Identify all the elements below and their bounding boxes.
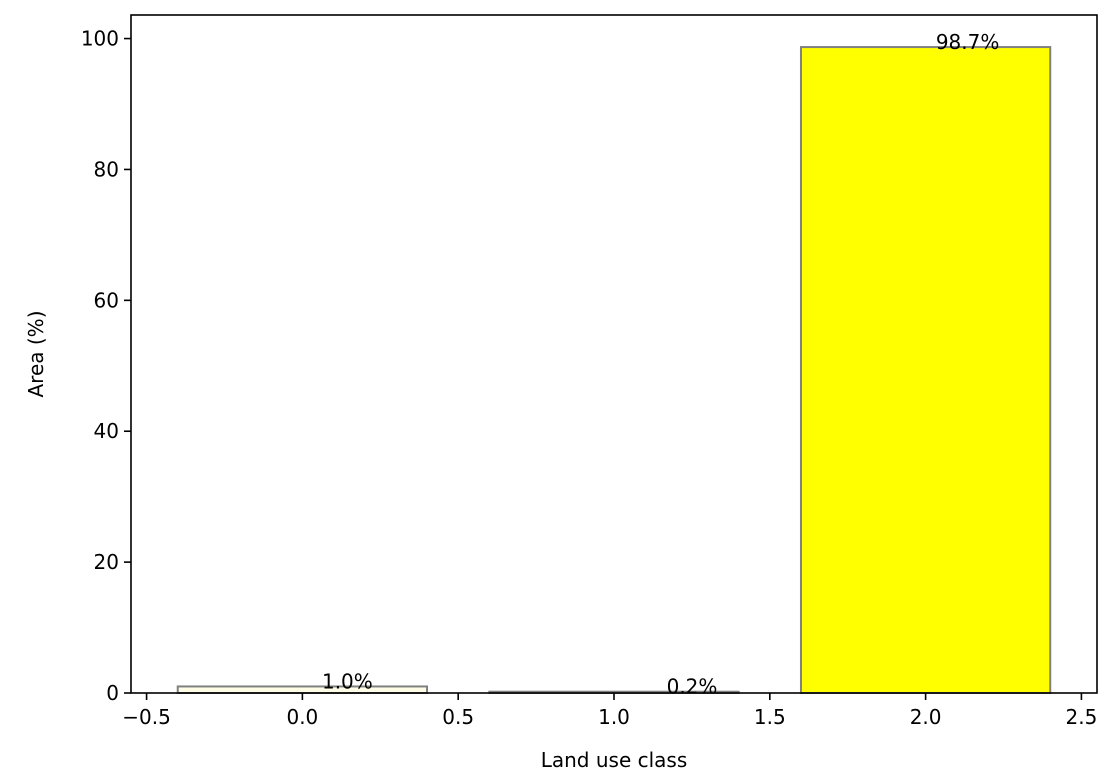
x-tick-label-0: −0.5	[122, 705, 171, 729]
x-tick-label-3: 1.0	[598, 705, 630, 729]
bars-group	[176, 46, 1052, 695]
data-label-2: 98.7%	[936, 30, 1000, 54]
x-tick-label-2: 0.5	[442, 705, 474, 729]
bar-0	[176, 685, 429, 695]
y-tick-label-3: 60	[94, 288, 119, 312]
x-tick-label-1: 0.0	[286, 705, 318, 729]
y-axis-label: Area (%)	[24, 311, 48, 398]
data-labels-group: 1.0% 0.2% 98.7%	[322, 30, 999, 699]
bar-2	[799, 46, 1052, 694]
y-tick-label-2: 40	[94, 419, 119, 443]
y-axis-ticks: 0 20 40 60 80 100	[81, 27, 131, 705]
data-label-0: 1.0%	[322, 669, 373, 693]
x-axis-label: Land use class	[541, 748, 688, 772]
y-tick-label-5: 100	[81, 27, 119, 51]
y-tick-label-1: 20	[94, 550, 119, 574]
x-tick-label-6: 2.5	[1066, 705, 1098, 729]
x-tick-label-4: 1.5	[754, 705, 786, 729]
y-tick-label-0: 0	[106, 681, 119, 705]
y-tick-label-4: 80	[94, 157, 119, 181]
data-label-1: 0.2%	[667, 675, 718, 699]
x-tick-label-5: 2.0	[910, 705, 942, 729]
x-axis-ticks: −0.5 0.0 0.5 1.0 1.5 2.0 2.5	[122, 693, 1097, 729]
